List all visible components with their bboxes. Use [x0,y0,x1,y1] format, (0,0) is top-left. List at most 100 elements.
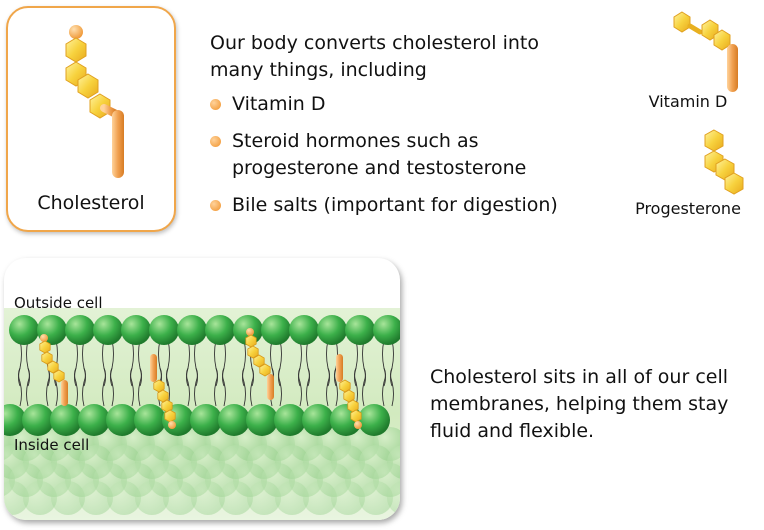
lipid-head [22,404,54,436]
lipid-tail [166,367,170,407]
lipid-head [149,315,179,345]
progesterone-label: Progesterone [635,199,741,218]
lipid-head [4,481,29,515]
cholesterol-tail [150,354,157,382]
lipid-tail [354,367,358,407]
lipid-head [93,315,123,345]
lipid-head [65,315,95,345]
cholesterol-ring [41,351,53,365]
lipid-tail [326,367,330,407]
cholesterol-ring [350,409,362,423]
cholesterol-oh [354,421,362,429]
cholesterol-oh [168,421,176,429]
lipid-tail [26,367,30,407]
outside-cell-label: Outside cell [14,294,103,312]
bullet-dot-icon [210,99,221,110]
lipid-tail [110,367,114,407]
vitamin-d-label: Vitamin D [648,92,728,111]
lipid-tail [102,367,106,407]
lipid-head [78,404,110,436]
lipid-tail [298,367,302,407]
bullet-dot-icon [210,200,221,211]
lipid-head [51,481,85,515]
cholesterol-ring [247,345,259,359]
lipid-head [4,404,26,436]
lipid-tail [278,367,282,407]
lipid-tail [334,367,338,407]
lipid-head [50,404,82,436]
lipid-head [191,481,225,515]
lipid-tail [130,367,134,407]
lipid-tail [306,367,310,407]
cholesterol-ring [245,334,257,348]
lipid-head [246,404,278,436]
cholesterol-oh [246,328,254,336]
conversion-intro: Our body converts cholesterol into many … [210,30,590,84]
list-item-text: Steroid hormones such as progesterone an… [232,128,592,182]
list-item-line: progesterone and testosterone [232,157,527,179]
lipid-head [23,481,57,515]
lipid-head [387,481,400,515]
cholesterol-ring [53,369,65,383]
lipid-tail [390,367,394,407]
cell-membrane-diagram [4,258,400,520]
lipid-head [289,315,319,345]
list-item-line: Steroid hormones such as [232,130,479,152]
cholesterol-oh [40,334,48,342]
lipid-tail [382,367,386,407]
lipid-head [163,481,197,515]
lipid-head [79,481,113,515]
lipid-tail [186,367,190,407]
lipid-head [121,315,151,345]
cholesterol-label: Cholesterol [37,192,145,214]
lipid-head [219,481,253,515]
lipid-head [135,481,169,515]
cholesterol-ring [164,409,176,423]
lipid-head [261,315,291,345]
description-line: Cholesterol sits in all of our cell [430,366,729,388]
lipid-head [107,481,141,515]
lipid-tail [18,367,22,407]
lipid-head [373,315,400,345]
vitamin-d-molecule-icon [673,11,738,92]
cholesterol-ring [39,340,51,354]
cholesterol-tail [267,374,274,400]
lipid-head [302,404,334,436]
lipid-head [218,404,250,436]
lipid-tail [46,367,50,407]
cholesterol-tail [61,380,68,406]
lipid-head [275,481,309,515]
inside-cell-label: Inside cell [14,436,90,454]
cholesterol-ring [47,360,59,374]
lipid-head [274,404,306,436]
progesterone-molecule-icon [704,129,744,195]
lipid-head [359,481,393,515]
cholesterol-ring [259,363,271,377]
lipid-head [247,481,281,515]
cholesterol-tail [336,354,343,382]
lipid-tail [250,367,254,407]
lipid-head [190,404,222,436]
lipid-head [345,315,375,345]
lipid-head [317,315,347,345]
lipid-tail [222,367,226,407]
lipid-tail [362,367,366,407]
lipid-head [205,315,235,345]
membrane-description: Cholesterol sits in all of our cell memb… [430,364,750,445]
description-line: fluid and flexible. [430,420,595,442]
lipid-head [9,315,39,345]
lipid-head [177,315,207,345]
bullet-dot-icon [210,136,221,147]
lipid-tail [138,367,142,407]
lipid-head [331,481,365,515]
list-item-text: Bile salts (important for digestion) [232,194,558,216]
lipid-tail [82,367,86,407]
cholesterol-ring [253,354,265,368]
lipid-head [358,404,390,436]
intro-line: Our body converts cholesterol into [210,32,539,54]
lipid-tail [74,367,78,407]
cholesterol-molecule-icon [65,25,124,178]
lipid-tail [214,367,218,407]
lipid-head [106,404,138,436]
lipid-head [134,404,166,436]
